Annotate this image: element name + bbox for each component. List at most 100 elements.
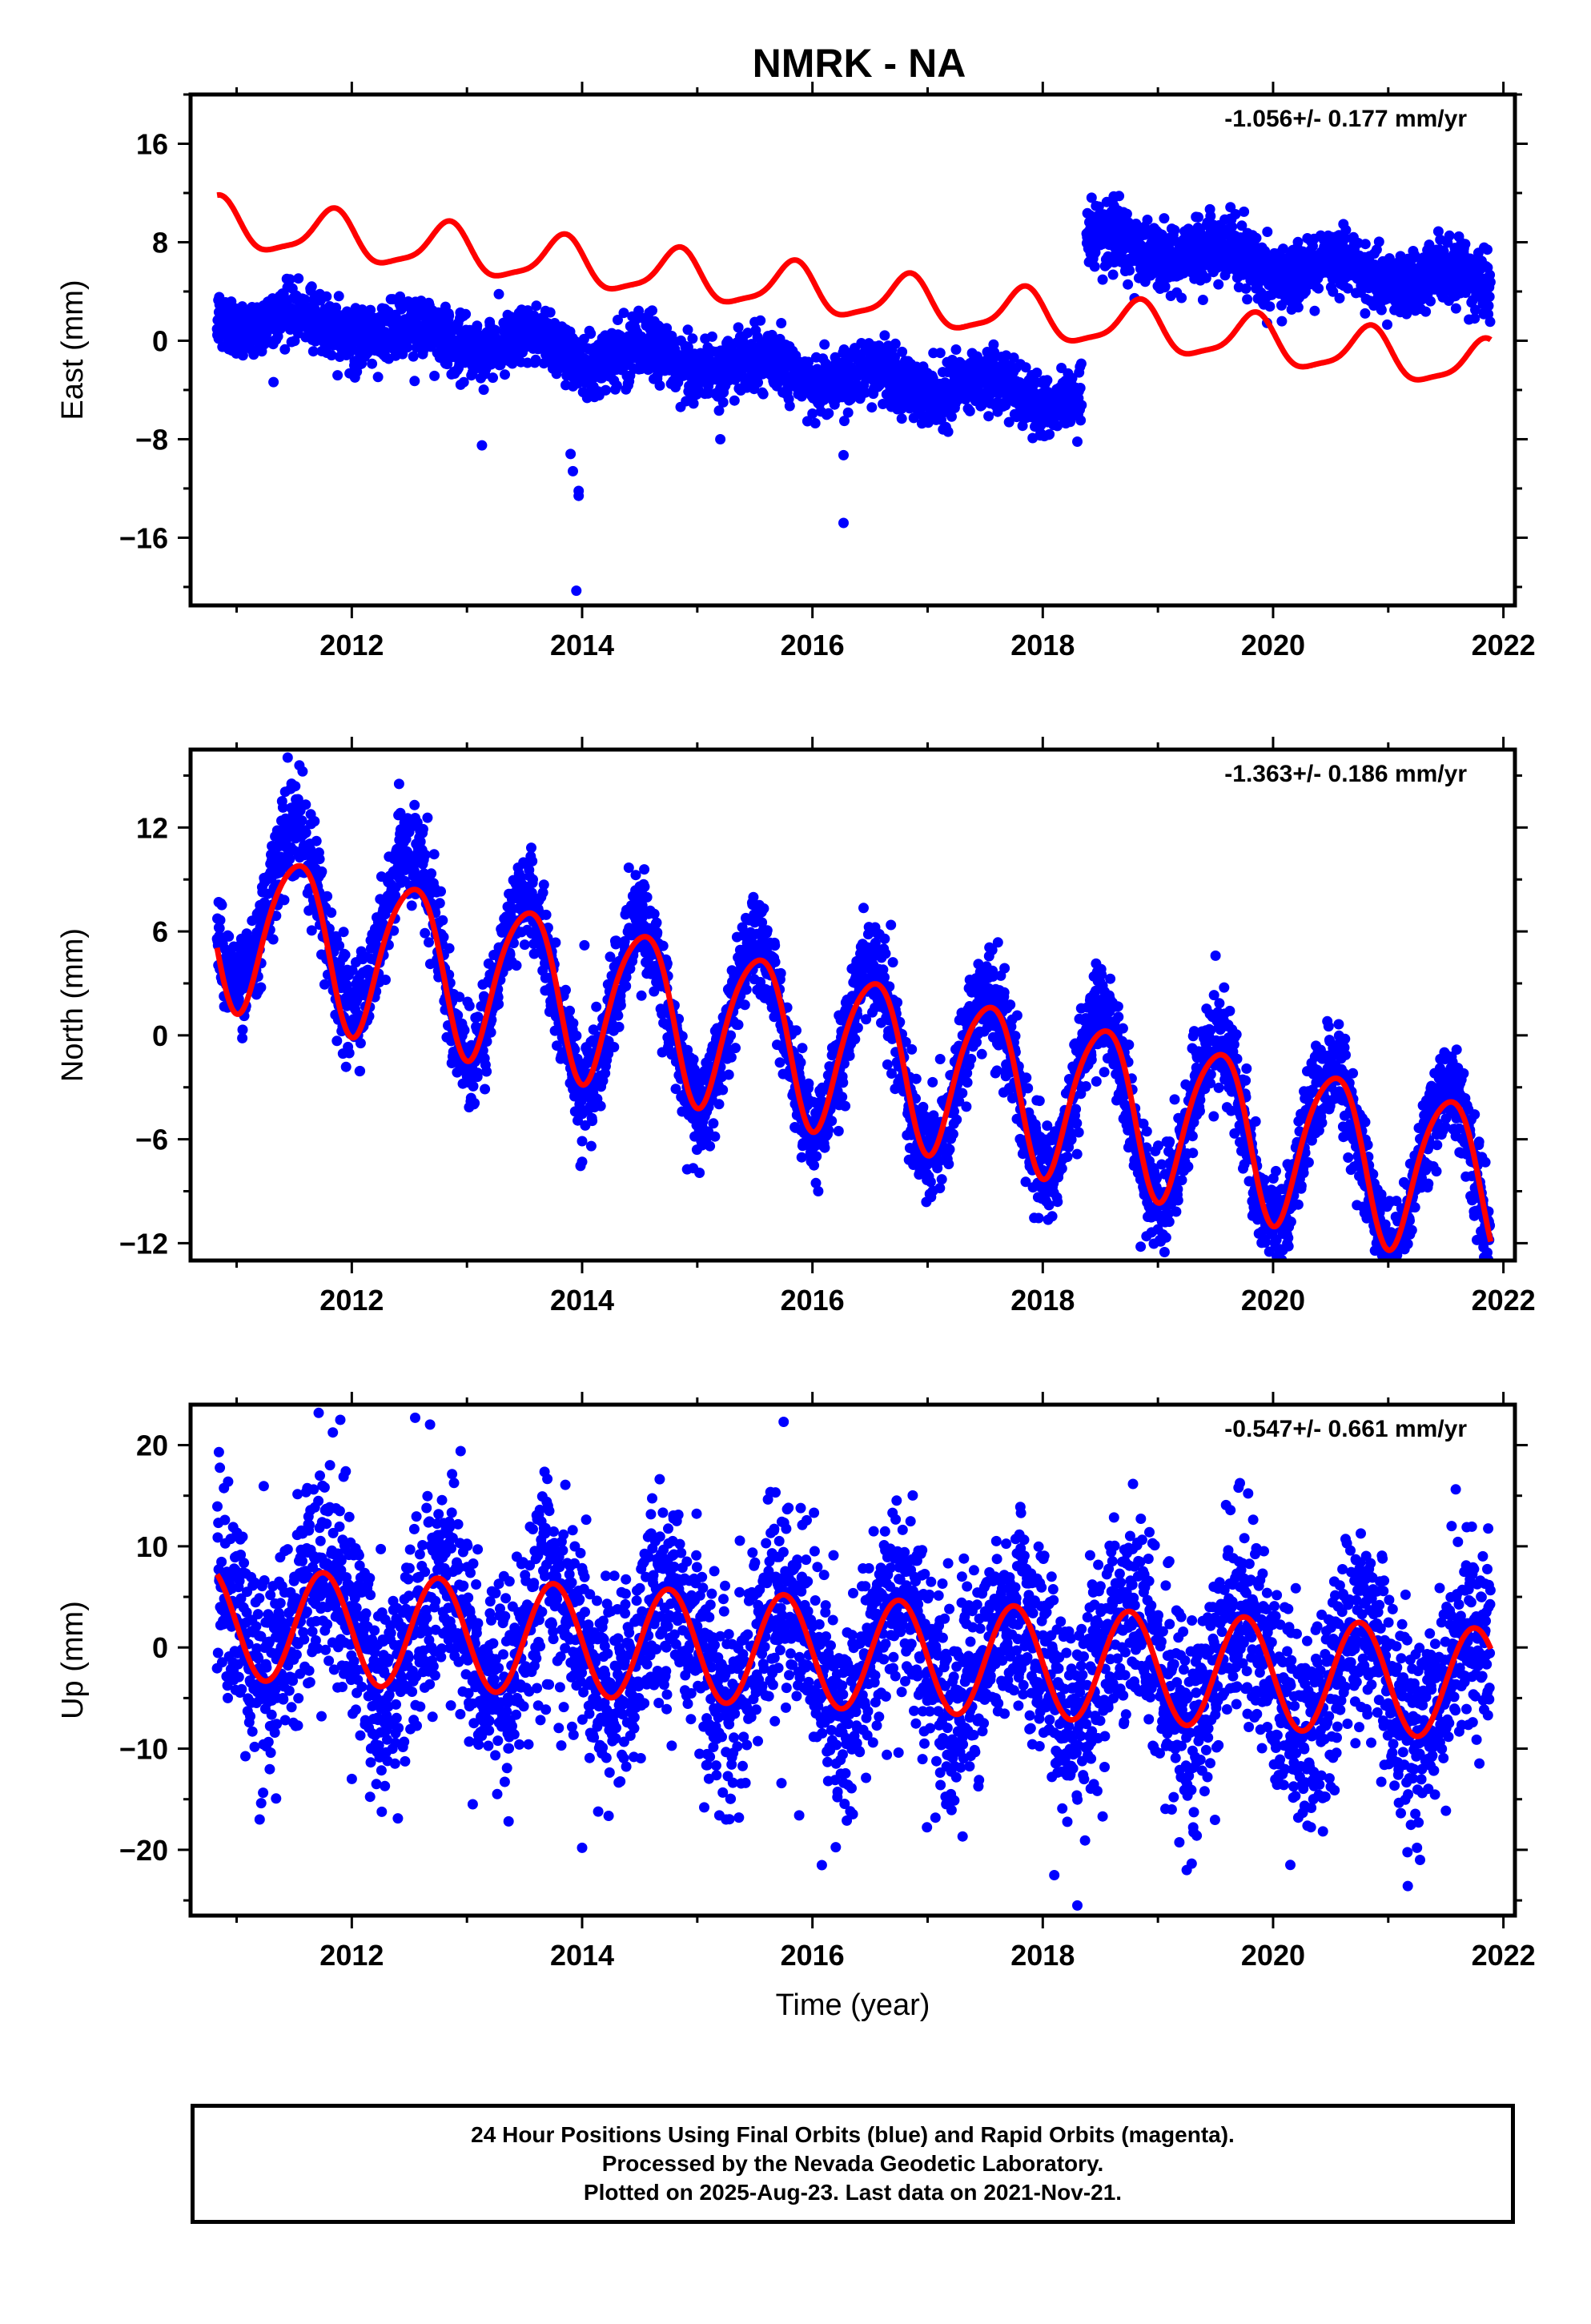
outlier-point [565,448,577,460]
data-point [983,411,994,422]
outlier-point [928,348,939,359]
data-point [322,891,333,902]
data-point [661,323,673,334]
data-point [464,1000,475,1011]
data-point [284,854,295,865]
data-point [429,370,440,381]
data-point [355,1038,366,1049]
outlier-point [476,440,488,451]
x-tick-label: 2012 [319,629,384,661]
outlier-point [1371,244,1382,255]
data-point [493,999,504,1010]
data-point [488,372,498,384]
data-point [1031,368,1043,378]
y-axis-label: East (mm) [56,279,90,420]
data-point [215,915,226,926]
data-point [1460,239,1471,250]
data-point [729,395,740,406]
data-point [964,405,975,416]
data-point [309,816,320,826]
data-point [1124,265,1135,276]
data-point [1090,247,1101,258]
data-point [1114,191,1125,202]
data-point [1373,236,1384,247]
data-point [613,315,623,325]
data-point [248,349,259,360]
data-point [1176,292,1187,304]
data-point [489,324,500,336]
data-point [290,781,301,792]
data-point [340,1061,352,1072]
data-point [1093,201,1104,212]
data-point [426,868,437,879]
outlier-point [838,517,849,529]
data-point [321,291,332,302]
data-point [896,413,907,424]
figure-title: NMRK - NA [753,41,966,86]
data-point [682,324,693,336]
data-point [500,369,510,380]
data-point [306,281,317,292]
data-point [436,886,446,897]
data-point [406,900,417,911]
data-point [643,364,654,375]
data-point [428,849,440,860]
data-point [409,799,420,810]
data-point [839,416,850,427]
data-point [544,307,556,318]
data-point [1097,274,1108,285]
data-point [1075,383,1086,393]
data-point [647,305,657,316]
data-point [713,405,725,416]
data-point [688,398,699,409]
data-point [284,274,295,285]
data-point [1262,227,1273,237]
data-point [860,387,871,398]
data-point [300,827,311,838]
data-point [611,380,622,391]
data-point [393,778,404,790]
data-point [1485,316,1496,328]
data-point [784,400,795,412]
data-point [1483,300,1494,312]
data-point [530,354,541,365]
y-tick-label: 0 [152,324,168,357]
data-point [472,320,483,332]
data-point [946,411,957,422]
data-point [485,1027,496,1038]
data-point [316,866,327,877]
data-point [1193,211,1203,223]
data-point [422,812,433,823]
data-point [1328,286,1339,297]
data-point [216,899,227,911]
data-point [480,1084,491,1095]
data-point [409,376,420,387]
data-point [1205,211,1216,222]
data-point [468,1080,479,1092]
data-point [296,815,307,826]
data-point [417,346,428,356]
data-point [810,418,821,428]
data-point [702,388,713,399]
data-point [753,377,763,388]
y-tick-label: −8 [135,423,168,456]
data-point [1340,224,1352,235]
data-point [1242,294,1253,305]
data-point [1052,420,1063,432]
data-point [332,370,344,381]
data-point [654,380,665,391]
data-point [420,850,431,860]
data-point [237,1024,248,1035]
data-point [417,823,428,834]
data-point [682,342,693,352]
data-point [717,396,729,408]
data-point [307,346,319,357]
data-point [331,1035,343,1047]
data-point [1484,292,1495,302]
data-point [866,402,878,413]
data-point [333,291,344,302]
x-tick-label: 2018 [1010,629,1075,661]
data-point [1042,375,1053,386]
rate-annotation: -1.056+/- 0.177 mm/yr [1224,106,1467,132]
